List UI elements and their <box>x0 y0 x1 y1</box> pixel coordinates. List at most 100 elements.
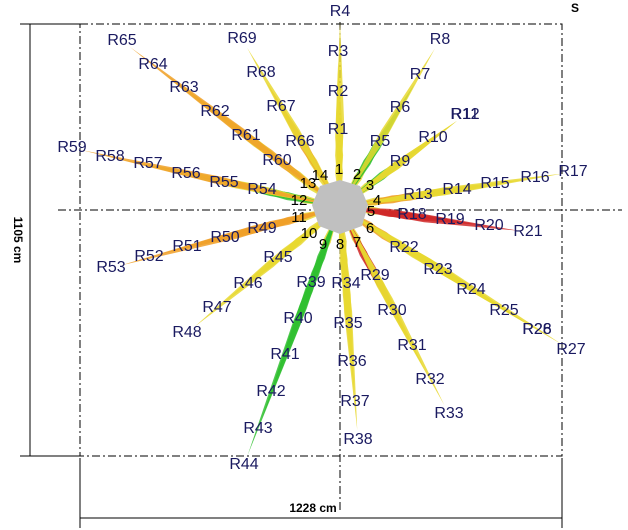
ray-label: R42 <box>256 383 285 400</box>
ray-label: R54 <box>247 181 276 198</box>
ray-label: R22 <box>389 239 418 256</box>
height-dim: 1105 cm <box>11 217 25 264</box>
center-label: 5 <box>367 203 375 220</box>
center-label: 12 <box>291 192 308 209</box>
ray <box>81 150 340 207</box>
ray-label: R45 <box>263 249 292 266</box>
ray-label: R4 <box>330 3 351 20</box>
ray-label: R1 <box>328 121 349 138</box>
center-label: 1 <box>335 161 343 178</box>
ray-label: R35 <box>333 315 362 332</box>
ray-label: R40 <box>283 310 312 327</box>
center-label: 9 <box>319 236 327 253</box>
ray-label: R36 <box>337 353 366 370</box>
ray-label: R68 <box>246 64 275 81</box>
ray-label: R67 <box>266 98 295 115</box>
ray <box>340 207 445 406</box>
ray-label: R18 <box>397 206 426 223</box>
ray <box>336 22 344 207</box>
ray-label: R49 <box>247 220 276 237</box>
ray-label: R16 <box>520 169 549 186</box>
center-label: 2 <box>353 166 361 183</box>
center-label: 8 <box>336 236 344 253</box>
center-label: 4 <box>373 192 381 209</box>
ray <box>340 207 519 231</box>
center-label: 13 <box>300 175 317 192</box>
ray-label: R50 <box>210 229 239 246</box>
ray-label: R55 <box>209 174 238 191</box>
ray-label: R5 <box>370 133 391 150</box>
ray-label: R14 <box>442 181 471 198</box>
ray-label: R38 <box>343 431 372 448</box>
ray-label: R21 <box>513 223 542 240</box>
ray <box>129 47 340 208</box>
boundary <box>79 23 563 457</box>
ray-label: R63 <box>169 79 198 96</box>
center <box>312 180 368 234</box>
center-label: 11 <box>291 209 307 226</box>
ray-label: R26 <box>522 321 551 338</box>
ray-label: R43 <box>243 420 272 437</box>
ray-label: R60 <box>262 152 291 169</box>
ray-label: R41 <box>270 346 299 363</box>
ray-label: R29 <box>360 267 389 284</box>
ray-label: R69 <box>227 30 256 47</box>
ray <box>194 207 340 327</box>
ray <box>340 173 564 207</box>
ray-label: R58 <box>95 148 124 165</box>
ray-label: R2 <box>328 83 349 100</box>
ray-label: R27 <box>556 341 585 358</box>
ray-label: R20 <box>474 217 503 234</box>
ray-label: R12 <box>450 106 479 123</box>
ray-label: R8 <box>430 31 451 48</box>
ray-label: R7 <box>410 66 431 83</box>
ray <box>340 207 529 325</box>
ray-label: R51 <box>172 238 201 255</box>
ray-label: R23 <box>423 261 452 278</box>
corner-label: S <box>571 1 579 15</box>
center-label: 6 <box>366 220 374 237</box>
ray-label: R32 <box>415 371 444 388</box>
ray-label: R6 <box>390 99 411 116</box>
ray-label: R64 <box>138 56 167 73</box>
center-label: 10 <box>301 225 318 242</box>
ray-label: R30 <box>377 302 406 319</box>
ray-label: R65 <box>107 32 136 49</box>
ray-label: R33 <box>434 405 463 422</box>
ray-label: R9 <box>390 153 411 170</box>
ray-label: R52 <box>134 248 163 265</box>
ray-label: R10 <box>418 129 447 146</box>
ray-label: R47 <box>202 299 231 316</box>
ray-label: R66 <box>285 133 314 150</box>
ray-label: R37 <box>340 393 369 410</box>
ray-label: R25 <box>489 302 518 319</box>
ray <box>340 207 358 431</box>
ray <box>247 207 340 456</box>
ray <box>120 207 340 266</box>
ray-label: R3 <box>328 43 349 60</box>
ray <box>340 120 457 207</box>
rays <box>81 22 564 456</box>
ray-label: R59 <box>57 139 86 156</box>
ray-label: R24 <box>456 281 485 298</box>
width-dim: 1228 cm <box>289 501 336 515</box>
ray-label: R53 <box>96 259 125 276</box>
ray-label: R17 <box>558 163 587 180</box>
ray-label: R39 <box>296 274 325 291</box>
ray-label: R11 <box>451 106 479 123</box>
ray-label: R44 <box>229 456 258 473</box>
ray-label: R57 <box>133 155 162 172</box>
ray-label: R61 <box>231 127 260 144</box>
ray <box>340 48 435 207</box>
ray-label: R34 <box>331 275 360 292</box>
ray-label: R13 <box>403 186 432 203</box>
center-label: 14 <box>312 167 329 184</box>
ray-label: R15 <box>480 175 509 192</box>
ray-label: R62 <box>200 103 229 120</box>
ray <box>247 47 340 208</box>
ray-label: R28 <box>522 321 551 338</box>
center-label: 3 <box>366 177 374 194</box>
center-label: 7 <box>353 234 361 251</box>
